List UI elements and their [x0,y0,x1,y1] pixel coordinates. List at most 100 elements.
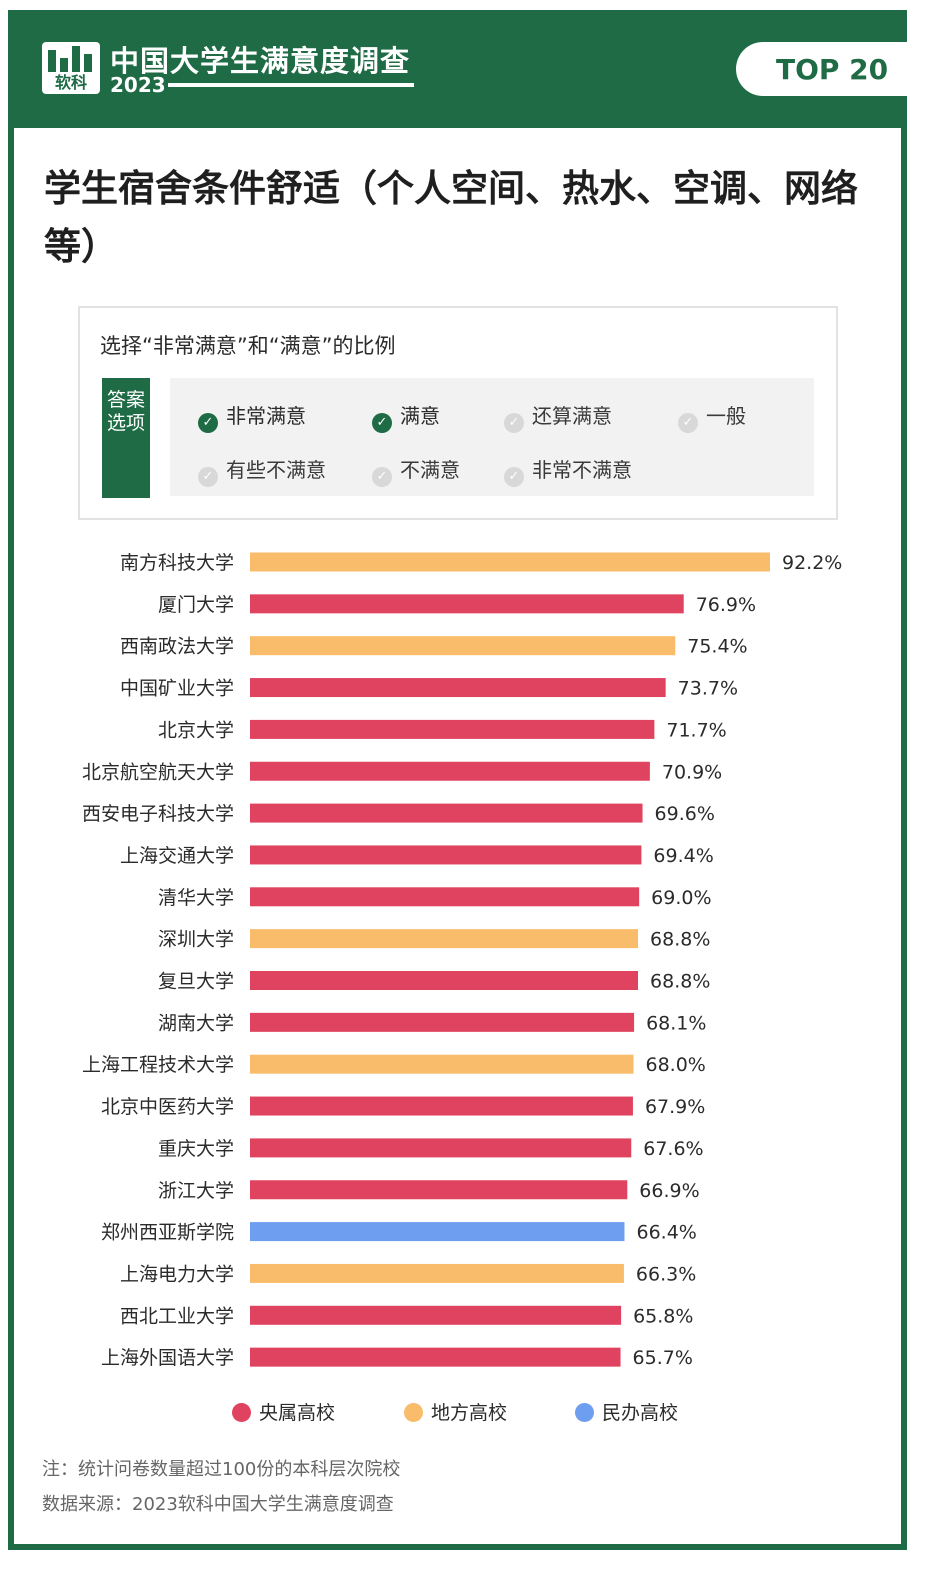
bar [250,552,770,572]
category-label: 复旦大学 [158,971,234,993]
category-label: 西安电子科技大学 [82,803,234,825]
top-badge: TOP 20 [736,42,927,96]
category-label: 上海外国语大学 [101,1347,234,1369]
category-label: 上海工程技术大学 [82,1054,234,1076]
category-label: 北京中医药大学 [101,1096,234,1118]
bar [250,636,676,656]
category-label: 北京大学 [158,719,234,741]
bar [250,1138,632,1158]
top-badge-label: TOP 20 [776,53,889,86]
legend-private: 民办高校 [575,1398,678,1425]
unchecked-circle-icon: ✓ [504,413,524,433]
logo-text: 软科 [54,73,87,92]
option-fairly-satisfied: ✓ 还算满意 [504,404,612,433]
bar [250,1347,621,1367]
option-very-satisfied: ✓ 非常满意 [198,404,306,433]
value-label: 92.2% [782,552,842,574]
value-label: 70.9% [662,761,722,783]
footnote-note: 注：统计问卷数量超过100份的本科层次院校 [42,1459,401,1480]
option-satisfied: ✓ 满意 [372,404,440,433]
value-label: 67.9% [645,1096,705,1118]
category-label: 西南政法大学 [120,636,234,658]
option-somewhat-dissatisfied: ✓ 有些不满意 [198,458,326,487]
value-label: 67.6% [643,1138,703,1160]
bar [250,1012,635,1032]
value-label: 66.9% [639,1180,699,1202]
category-label: 深圳大学 [158,929,234,951]
category-label: 上海电力大学 [120,1263,234,1285]
option-label: 非常不满意 [532,458,632,482]
value-label: 76.9% [696,594,756,616]
unchecked-circle-icon: ✓ [678,413,698,433]
option-label: 不满意 [400,458,460,482]
survey-title: 中国大学生满意度调查 [110,44,411,78]
unchecked-circle-icon: ✓ [504,467,524,487]
legend-dot-central [232,1403,251,1422]
option-neutral: ✓ 一般 [678,404,746,433]
value-label: 75.4% [687,636,747,658]
category-label: 重庆大学 [158,1138,234,1160]
bar [250,719,655,739]
value-label: 69.6% [655,803,715,825]
value-label: 73.7% [678,678,738,700]
category-label: 郑州西亚斯学院 [101,1222,234,1244]
legend-central: 央属高校 [232,1398,335,1425]
answer-options-panel: ✓ 非常满意 ✓ 满意 ✓ 还算满意 ✓ 一般 ✓ 有些不满意 ✓ 不满意 ✓ 非常不满意 [170,378,814,496]
value-label: 68.1% [646,1012,706,1034]
answer-options-tag-label: 答案选项 [106,389,145,434]
value-label: 68.0% [646,1054,706,1076]
answer-options-box: 选择“非常满意”和“满意”的比例 答案选项 ✓ 非常满意 ✓ 满意 ✓ 还算满意 ✓ 一… [78,306,838,520]
bar [250,761,650,781]
category-label: 清华大学 [158,887,234,909]
bar [250,678,666,698]
bar [250,1054,634,1074]
logo-bars-icon [48,46,94,72]
value-label: 68.8% [650,971,710,993]
bar [250,971,639,990]
option-label: 一般 [706,404,746,428]
value-label: 65.8% [633,1305,693,1327]
legend-dot-private [575,1403,594,1422]
value-label: 66.4% [636,1222,696,1244]
category-label: 南方科技大学 [120,552,234,574]
bar [250,1305,622,1325]
value-label: 69.4% [653,845,713,867]
unchecked-circle-icon: ✓ [198,467,218,487]
legend-label: 央属高校 [259,1402,336,1424]
category-label: 浙江大学 [158,1180,234,1202]
category-label: 上海交通大学 [120,845,234,867]
footnote-source: 数据来源：2023软科中国大学生满意度调查 [42,1494,394,1515]
option-label: 非常满意 [226,404,306,428]
category-label: 中国矿业大学 [120,678,234,700]
bar [250,803,643,823]
legend-label: 地方高校 [431,1402,508,1424]
option-dissatisfied: ✓ 不满意 [372,458,460,487]
bar-chart: 南方科技大学 92.2% 厦门大学 76.9% 西南政法大学 75.4% 中国矿业大学 73.… [82,552,842,1369]
bar [250,594,684,614]
option-very-dissatisfied: ✓ 非常不满意 [504,458,632,487]
value-label: 69.0% [651,887,711,909]
category-label: 西北工业大学 [120,1305,234,1327]
value-label: 71.7% [666,719,726,741]
legend-label: 民办高校 [602,1402,679,1424]
bar [250,929,639,949]
category-label: 湖南大学 [158,1012,234,1034]
legend-dot-local [404,1403,423,1422]
survey-year: 2023 [110,73,166,97]
bar [250,845,642,865]
unchecked-circle-icon: ✓ [372,467,392,487]
category-label: 北京航空航天大学 [82,761,234,783]
answer-options-heading: 选择“非常满意”和“满意”的比例 [100,334,396,358]
bar [250,1263,624,1283]
value-label: 66.3% [636,1263,696,1285]
bar [250,887,640,907]
answer-options-tag: 答案选项 [102,378,150,498]
shanghairanking-logo: 软科 [42,42,100,94]
check-circle-icon: ✓ [198,413,218,433]
category-label: 厦门大学 [158,594,234,616]
option-label: 满意 [400,404,440,428]
option-label: 有些不满意 [226,458,326,482]
check-circle-icon: ✓ [372,413,392,433]
bar [250,1222,625,1242]
legend-local: 地方高校 [404,1398,507,1425]
